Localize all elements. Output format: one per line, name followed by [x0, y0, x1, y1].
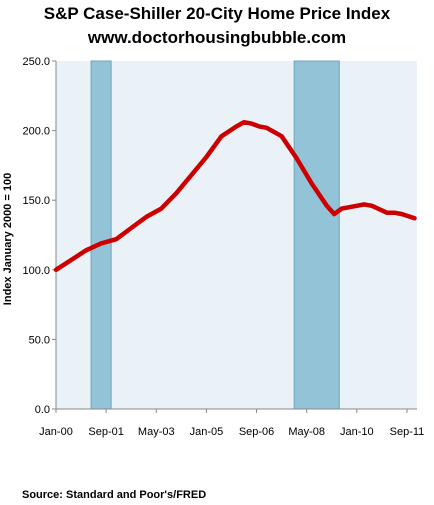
x-tick-label: Sep-06	[239, 426, 274, 438]
recession-band	[90, 60, 112, 410]
x-tick-label: Jan-05	[190, 426, 224, 438]
recession-band	[293, 60, 340, 410]
x-tick-label: Sep-11	[390, 426, 425, 438]
y-tick-label: 100.0	[22, 265, 50, 277]
x-axis: Jan-00 Sep-01 May-03 Jan-05 Sep-06 May-08 Jan-…	[39, 408, 425, 438]
x-tick-label: May-03	[138, 426, 175, 438]
y-tick-label: 250.0	[22, 56, 50, 68]
y-tick-label: 0.0	[35, 404, 50, 416]
source-note: Source: Standard and Poor's/FRED	[22, 489, 207, 501]
chart-title: S&P Case-Shiller 20-City Home Price Inde…	[43, 4, 391, 23]
x-tick-label: May-08	[288, 426, 325, 438]
chart-subtitle-url: www.doctorhousingbubble.com	[87, 28, 347, 47]
x-tick-label: Sep-01	[88, 426, 123, 438]
y-axis-title: Index January 2000 = 100	[2, 172, 14, 306]
x-tick-label: Jan-10	[340, 426, 374, 438]
y-tick-label: 50.0	[29, 334, 50, 346]
plot-area	[56, 61, 417, 409]
y-axis: 0.0 50.0 100.0 150.0 200.0 250.0	[22, 56, 57, 416]
y-tick-label: 200.0	[22, 126, 50, 138]
index-series-line	[53, 119, 417, 273]
y-tick-label: 150.0	[22, 195, 50, 207]
x-tick-label: Jan-00	[39, 426, 73, 438]
